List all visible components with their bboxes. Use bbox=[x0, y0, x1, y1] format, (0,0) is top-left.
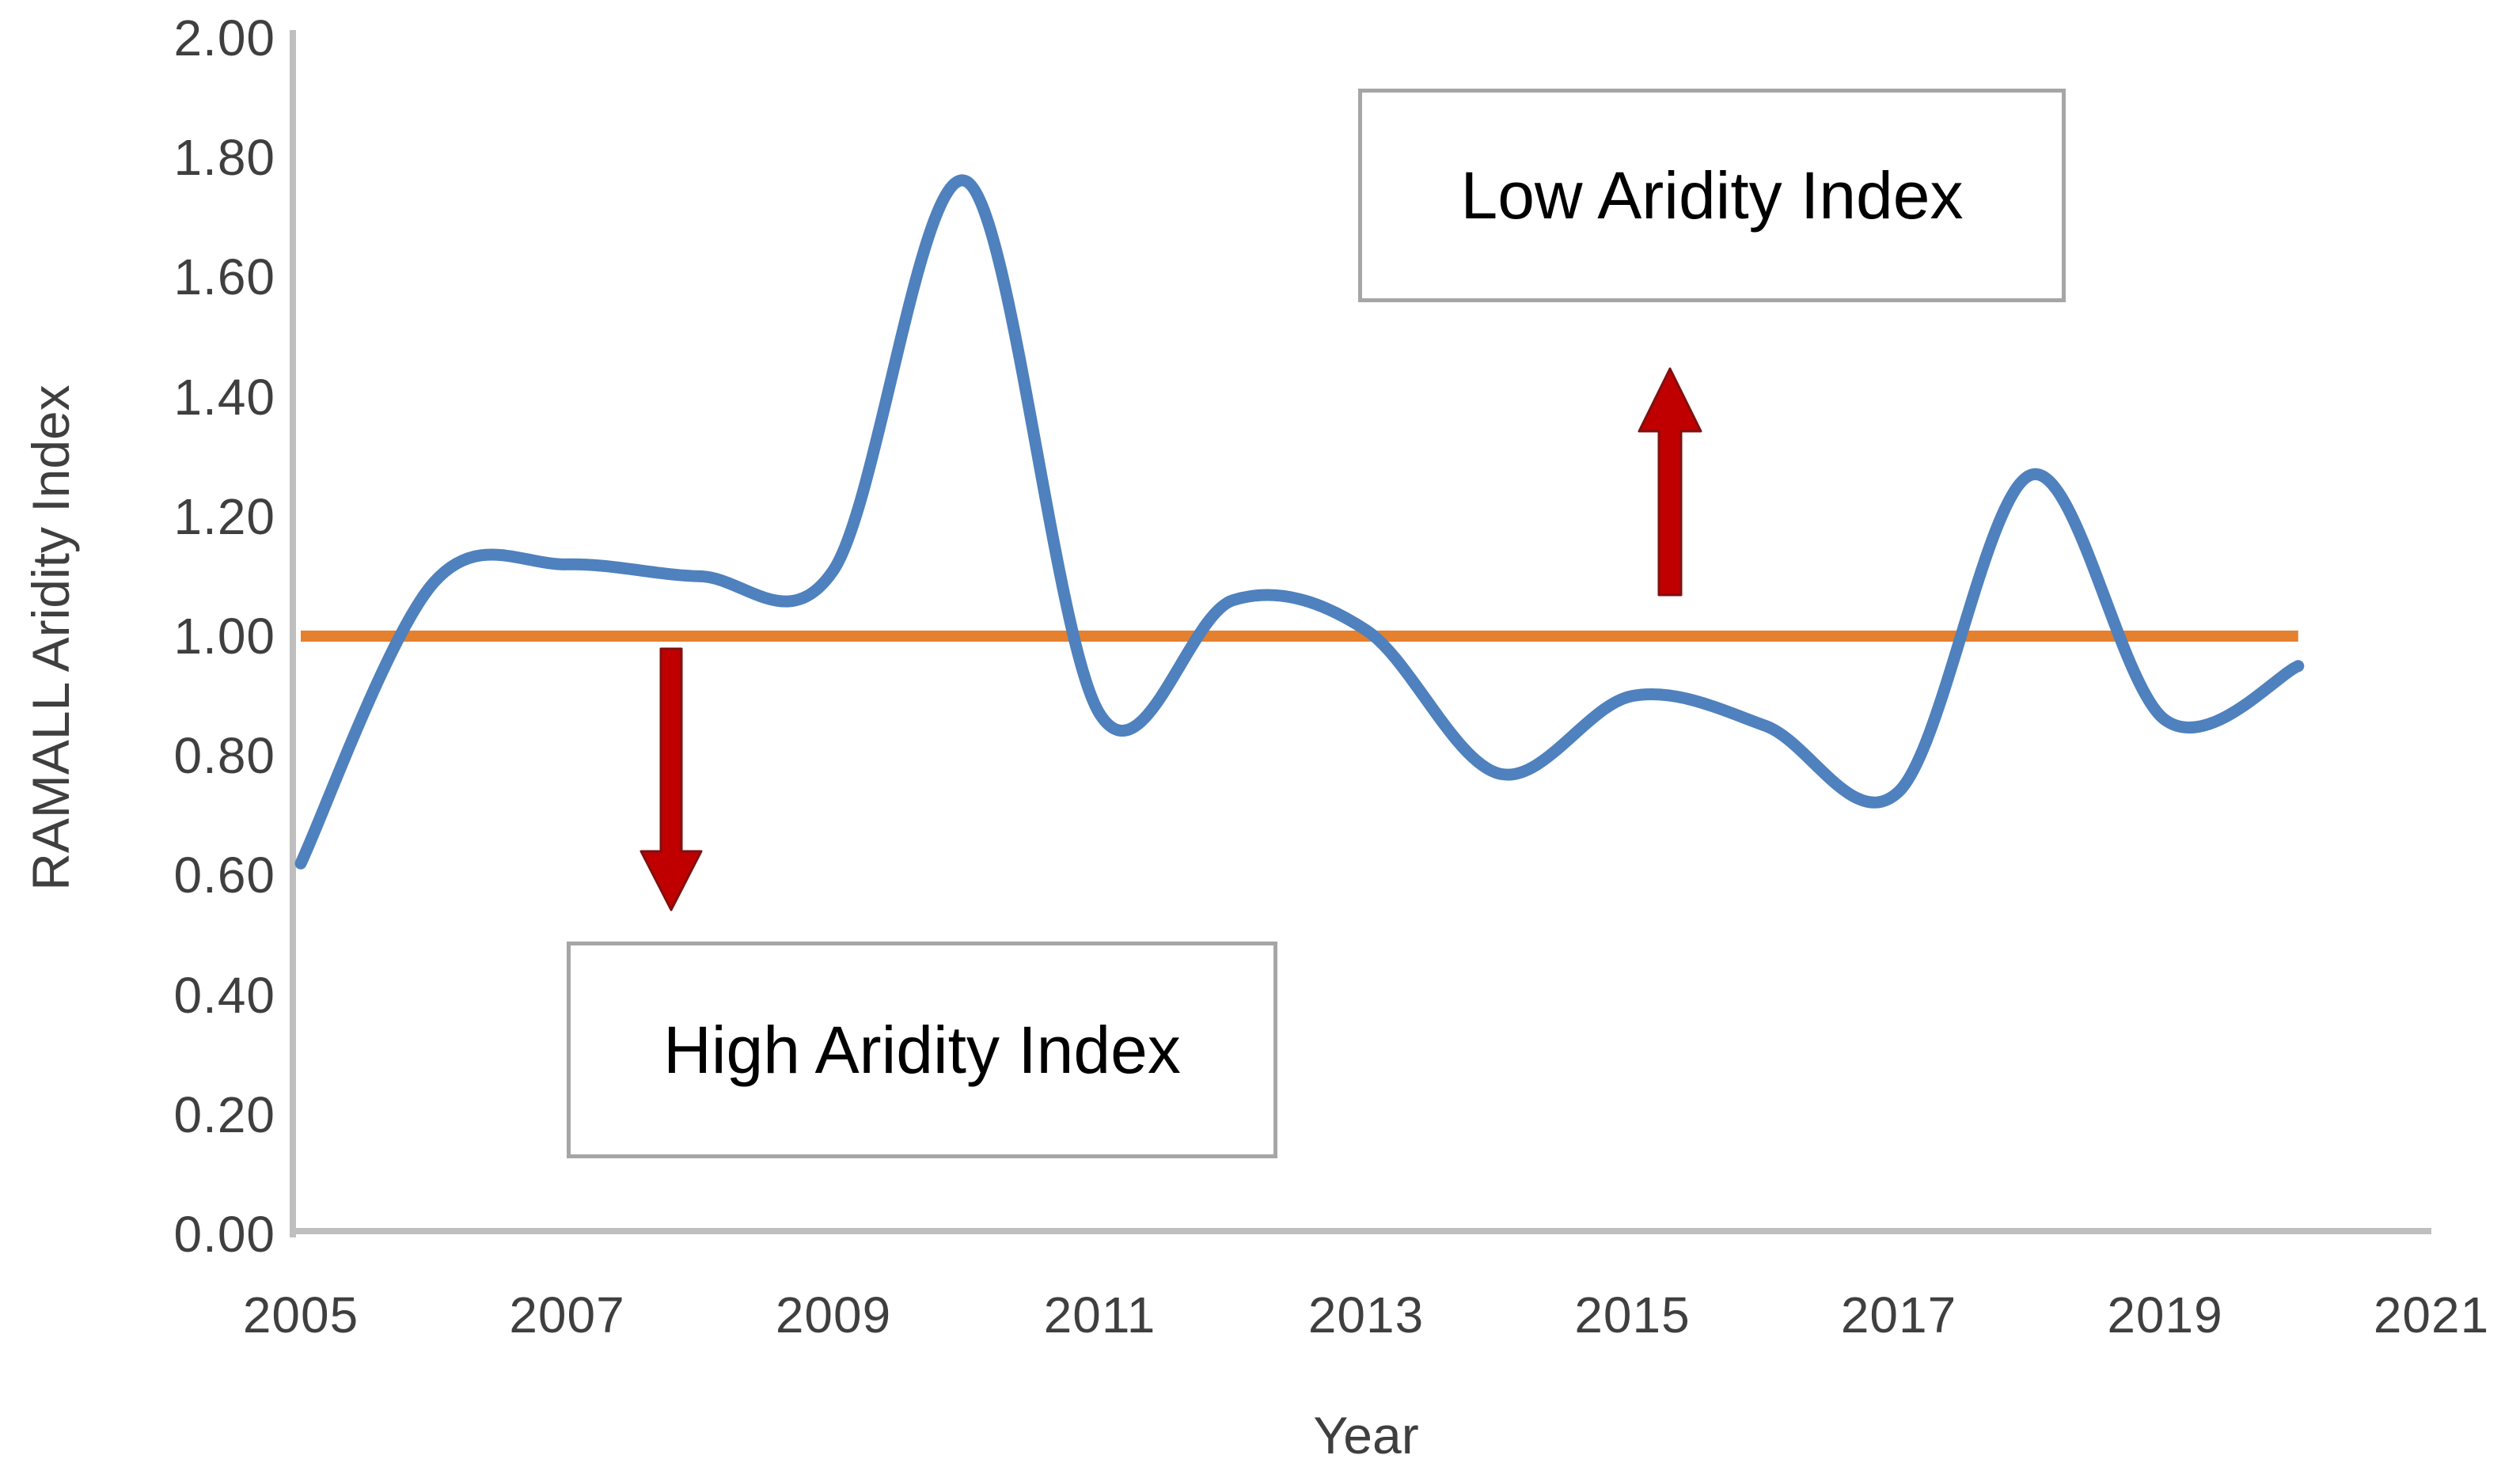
annotation-box-low-aridity: Low Aridity Index bbox=[1358, 89, 2066, 302]
x-tick-label: 2021 bbox=[2373, 1286, 2490, 1343]
up-arrow-icon bbox=[1638, 367, 1702, 597]
x-tick-label: 2017 bbox=[1840, 1286, 1957, 1343]
down-arrow-icon bbox=[639, 647, 703, 911]
annotation-text-low-aridity: Low Aridity Index bbox=[1460, 157, 1964, 233]
y-tick-label: 1.40 bbox=[173, 368, 275, 426]
y-tick-label: 0.20 bbox=[173, 1086, 275, 1143]
y-axis-title: RAMALL Aridity Index bbox=[21, 385, 80, 891]
x-tick-label: 2005 bbox=[242, 1286, 359, 1343]
y-tick-label: 1.80 bbox=[173, 129, 275, 187]
x-axis-line bbox=[290, 1228, 2431, 1234]
x-tick-label: 2007 bbox=[509, 1286, 625, 1343]
x-tick-label: 2019 bbox=[2107, 1286, 2223, 1343]
x-axis-title: Year bbox=[1313, 1406, 1419, 1465]
y-tick-label: 1.20 bbox=[173, 487, 275, 545]
y-tick-label: 0.00 bbox=[173, 1206, 275, 1263]
annotation-box-high-aridity: High Aridity Index bbox=[567, 942, 1277, 1158]
y-tick-label: 0.80 bbox=[173, 727, 275, 785]
y-tick-label: 0.40 bbox=[173, 966, 275, 1024]
y-tick-label: 1.00 bbox=[173, 608, 275, 665]
x-tick-label: 2013 bbox=[1307, 1286, 1425, 1343]
y-tick-label: 1.60 bbox=[173, 248, 275, 306]
x-tick-label: 2009 bbox=[775, 1286, 892, 1343]
annotation-text-high-aridity: High Aridity Index bbox=[663, 1012, 1181, 1087]
x-tick-label: 2011 bbox=[1043, 1286, 1156, 1343]
y-tick-label: 0.60 bbox=[173, 847, 275, 904]
aridity-index-line-series bbox=[294, 174, 2305, 870]
y-tick-label: 2.00 bbox=[173, 9, 275, 66]
y-axis-line bbox=[290, 30, 296, 1237]
x-tick-label: 2015 bbox=[1574, 1286, 1691, 1343]
